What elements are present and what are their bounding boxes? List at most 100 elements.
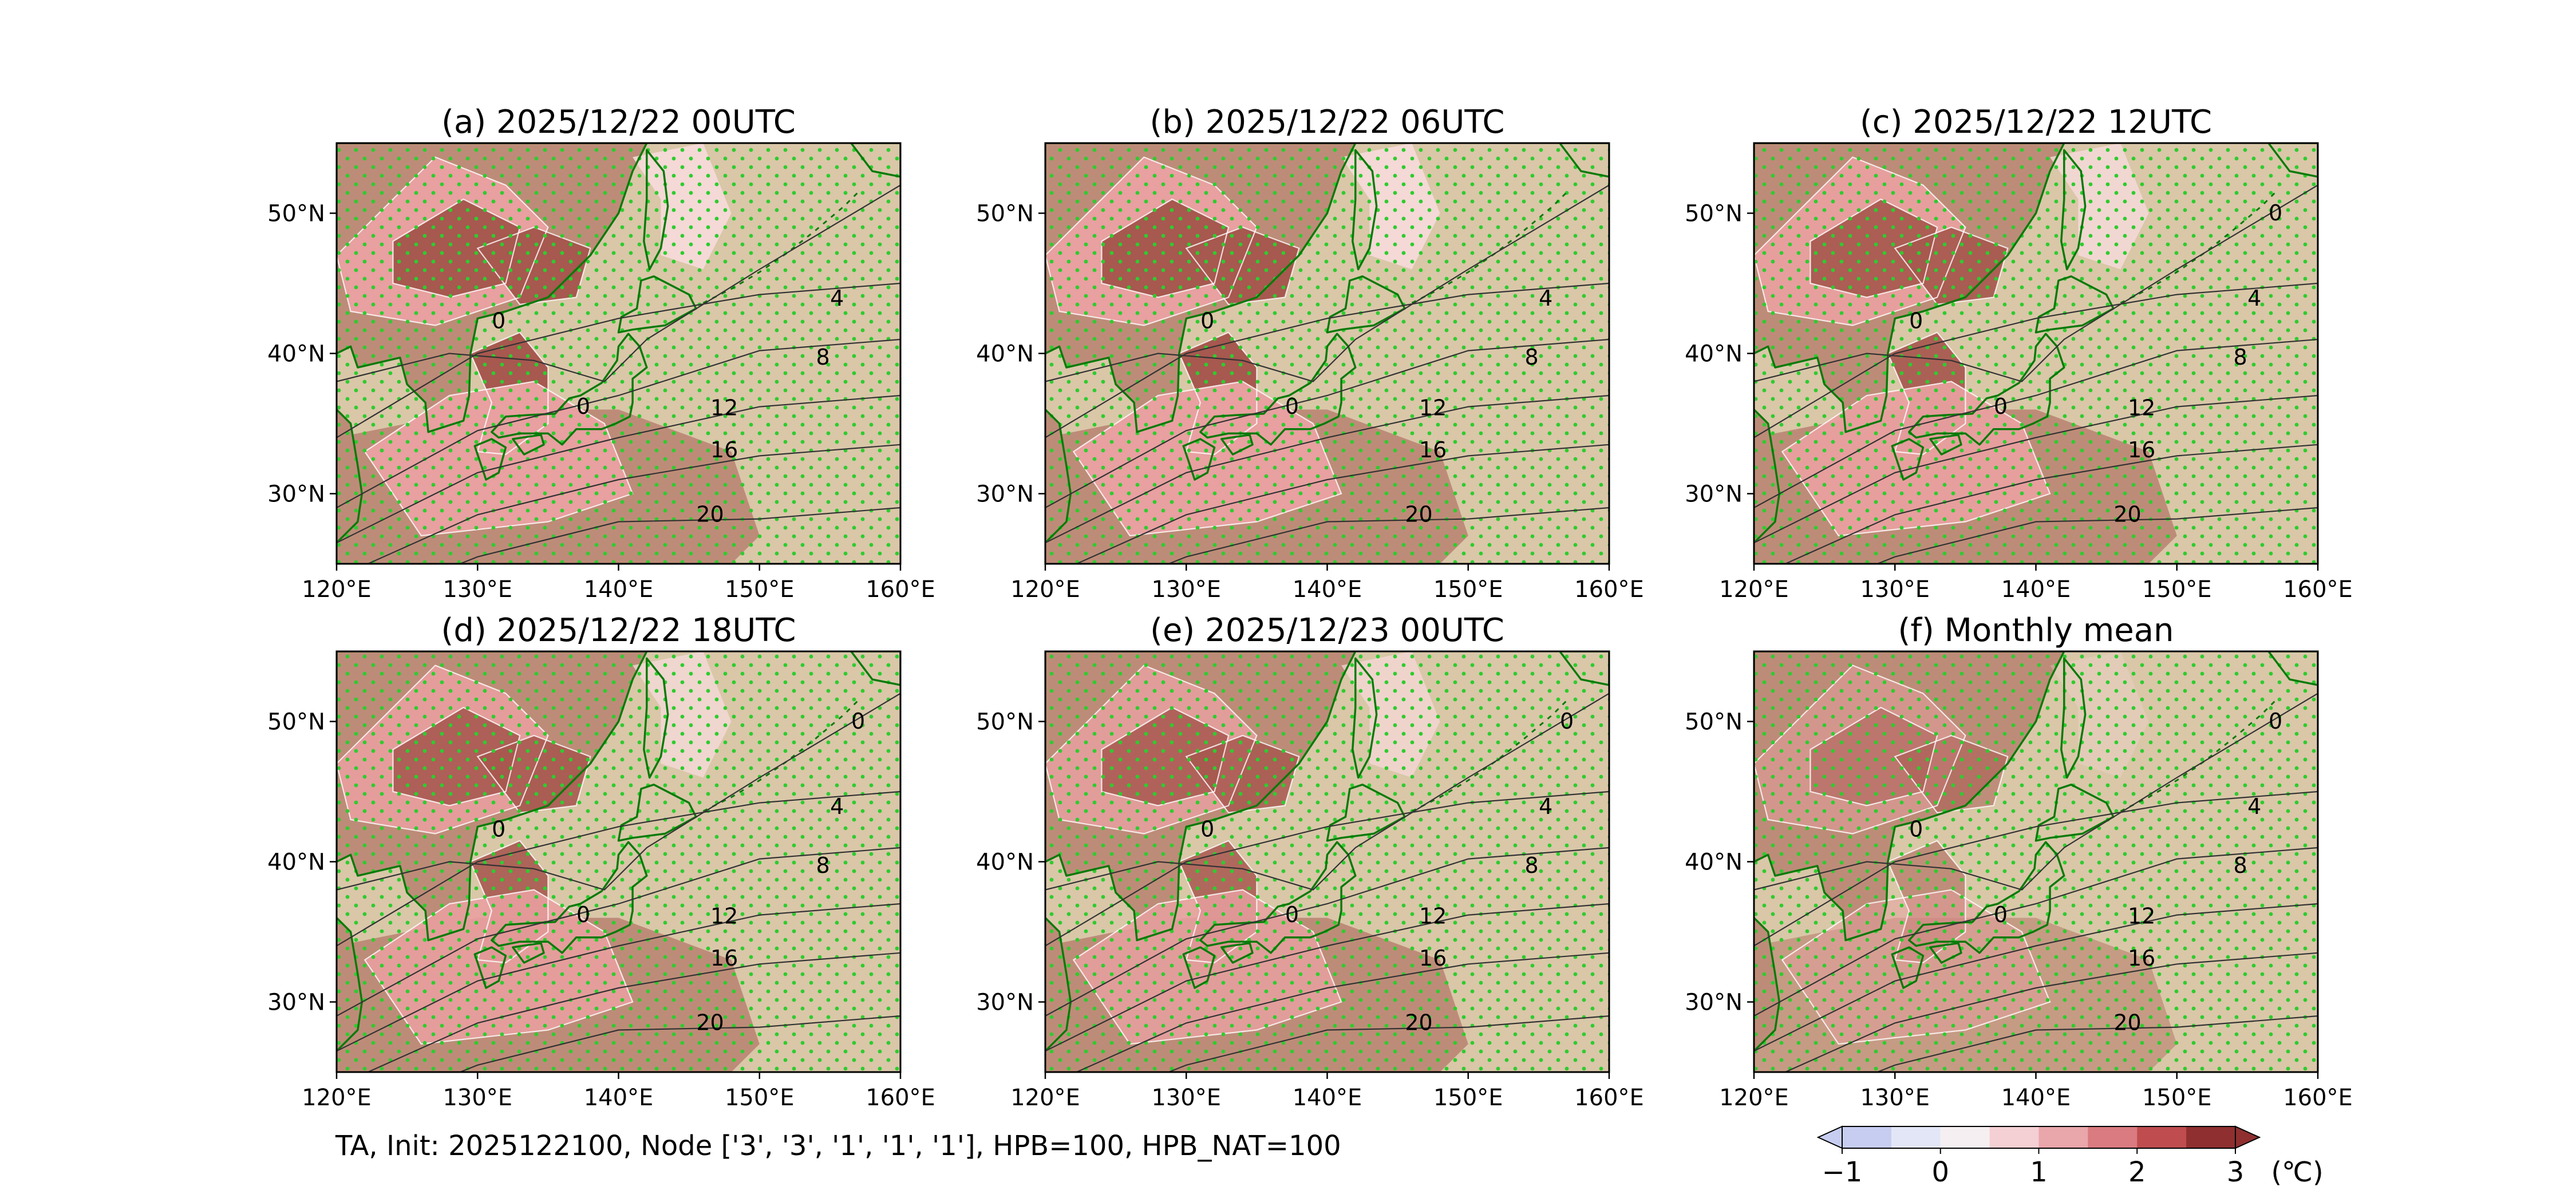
x-tick-label: 140°E xyxy=(584,576,654,603)
y-tick-label: 50°N xyxy=(267,709,325,736)
colorbar-segment xyxy=(2186,1126,2236,1148)
contour-label: 20 xyxy=(696,1010,724,1035)
isotherm-line xyxy=(1045,903,1609,1052)
contour-label: 0 xyxy=(1560,709,1574,734)
isotherm-line xyxy=(1754,693,2318,891)
isotherm-line xyxy=(1754,282,2318,438)
panel-title: (f) Monthly mean xyxy=(1898,612,2174,649)
colorbar-tick-label: 2 xyxy=(2128,1156,2146,1188)
coastline xyxy=(337,143,648,433)
coastline xyxy=(473,946,507,989)
isotherm-line xyxy=(1045,693,1609,891)
coastline xyxy=(1908,333,2065,446)
contour-label: 0 xyxy=(576,394,590,419)
contour-label: 4 xyxy=(1539,286,1552,311)
map-area: 0 4 8 12 16 20 0 0 xyxy=(337,651,900,1072)
x-tick-label: 130°E xyxy=(442,1085,512,1111)
isotherm-line xyxy=(1875,507,2318,564)
contour-label: 0 xyxy=(2269,200,2282,226)
x-tick-label: 130°E xyxy=(1860,1085,1930,1111)
contour-label: 12 xyxy=(2128,903,2155,928)
contour-label: 4 xyxy=(2247,794,2261,819)
colorbar: −1 0 1 2 3 (℃) xyxy=(1816,1125,2324,1188)
panel-title: (d) 2025/12/22 18UTC xyxy=(441,612,796,649)
contour-label: 16 xyxy=(2128,437,2155,462)
isotherm-line xyxy=(337,338,900,508)
coastline xyxy=(1754,409,1781,544)
coastline xyxy=(1199,841,1357,954)
isotherm-line xyxy=(1045,790,1609,947)
contour-label: 0 xyxy=(1200,816,1214,841)
coastline xyxy=(850,651,900,686)
isotherm-line xyxy=(337,847,900,1017)
isotherm-line xyxy=(1875,1015,2318,1072)
contour-label: 0 xyxy=(1285,394,1299,419)
contour-label: 12 xyxy=(1419,395,1447,420)
coastline xyxy=(1754,143,2065,433)
contour-label: 8 xyxy=(1524,853,1538,878)
x-tick-label: 160°E xyxy=(1574,576,1644,603)
isotherm-line xyxy=(1167,1015,1609,1072)
y-tick-label: 50°N xyxy=(976,709,1034,736)
y-tick-label: 30°N xyxy=(1685,990,1743,1016)
panel-title: (b) 2025/12/22 06UTC xyxy=(1150,104,1505,141)
figure-caption: TA, Init: 2025122100, Node ['3', '3', '1… xyxy=(335,1130,1341,1162)
coastline xyxy=(1326,275,1406,334)
coastline xyxy=(512,433,545,456)
y-tick-label: 40°N xyxy=(1685,341,1743,367)
panel-title: (a) 2025/12/22 00UTC xyxy=(441,104,796,141)
x-tick-label: 160°E xyxy=(866,576,935,603)
coastline xyxy=(337,917,364,1052)
coastline xyxy=(1559,143,1609,178)
y-tick-label: 50°N xyxy=(1685,709,1743,736)
isotherm-line xyxy=(1045,184,1609,382)
coastline xyxy=(2034,784,2115,842)
isotherm-line xyxy=(337,790,900,947)
colorbar-segment xyxy=(1940,1126,1990,1148)
panels: (a) 2025/12/22 00UTC 4 8 12 16 20 0 0 120°E 130°E… xyxy=(267,104,2353,1111)
contour-label: 12 xyxy=(710,395,738,420)
map-area: 0 4 8 12 16 20 0 0 xyxy=(1045,651,1609,1072)
coastline xyxy=(1559,651,1609,686)
x-tick-label: 140°E xyxy=(2001,576,2071,603)
map-area: 4 8 12 16 20 0 0 xyxy=(337,143,900,564)
coastline xyxy=(1220,942,1254,964)
coastline xyxy=(2267,143,2318,178)
contour-label: 4 xyxy=(830,286,844,311)
isotherm-line xyxy=(1784,952,2318,1072)
x-tick-label: 130°E xyxy=(1151,576,1221,603)
y-tick-label: 50°N xyxy=(1685,201,1743,227)
coastline xyxy=(1754,651,2065,942)
coastline xyxy=(1908,841,2065,954)
coastline xyxy=(337,409,364,544)
contour-label: 16 xyxy=(1419,437,1447,462)
colorbar-extend-max xyxy=(2235,1125,2261,1149)
isotherm-line xyxy=(1784,444,2318,564)
contour-label: 0 xyxy=(492,308,505,333)
contour-label: 8 xyxy=(816,345,829,370)
y-tick-label: 30°N xyxy=(267,990,325,1016)
y-tick-label: 30°N xyxy=(976,481,1034,508)
y-tick-label: 40°N xyxy=(976,849,1034,876)
isotherm-line xyxy=(337,184,900,382)
x-tick-label: 120°E xyxy=(1010,576,1080,603)
contour-label: 16 xyxy=(710,437,738,462)
coastline xyxy=(2060,657,2087,779)
coastline xyxy=(702,699,859,812)
isotherm-line xyxy=(1754,184,2318,382)
isotherm-line xyxy=(1075,952,1609,1072)
isotherm-line xyxy=(458,507,900,564)
contour-label: 8 xyxy=(2233,853,2247,878)
y-tick-label: 50°N xyxy=(976,201,1034,227)
x-tick-label: 140°E xyxy=(2001,1085,2071,1111)
coastline xyxy=(1929,942,1962,964)
y-tick-label: 40°N xyxy=(267,341,325,367)
contour-label: 0 xyxy=(1994,394,2008,419)
coastline xyxy=(2060,149,2087,271)
coastline xyxy=(1182,438,1216,481)
isotherm-line xyxy=(337,903,900,1052)
coastline xyxy=(1411,191,1568,304)
contour-label: 12 xyxy=(710,903,738,928)
isotherm-line xyxy=(1045,394,1609,544)
y-tick-label: 40°N xyxy=(267,849,325,876)
